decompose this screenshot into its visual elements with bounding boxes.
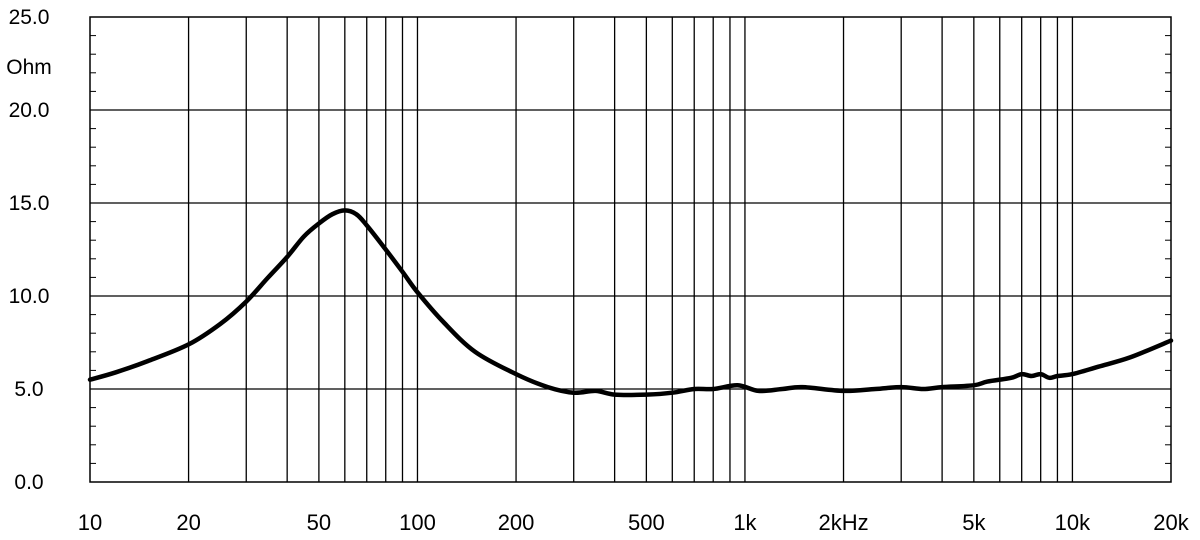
- grid: [90, 17, 1171, 482]
- y-tick-label: 20.0: [9, 99, 50, 122]
- y-tick-label: 10.0: [9, 285, 50, 308]
- x-tick-label: 10k: [1055, 510, 1091, 535]
- x-tick-labels: 10 20 50 100 200 500 1k 2kHz 5k 10k 20k: [78, 510, 1190, 535]
- x-tick-label: 10: [78, 510, 102, 535]
- minor-tick-marks: [90, 16, 1171, 483]
- x-tick-label: 20k: [1153, 510, 1189, 535]
- y-tick-label: 0.0: [14, 471, 43, 494]
- x-tick-label: 50: [307, 510, 331, 535]
- x-tick-label: 1k: [733, 510, 757, 535]
- y-tick-label: 25.0: [9, 6, 50, 29]
- impedance-curve: [87, 208, 1174, 398]
- x-tick-label: 2kHz: [818, 510, 868, 535]
- y-unit-label: Ohm: [6, 56, 52, 79]
- x-tick-label: 5k: [962, 510, 986, 535]
- y-tick-label: 5.0: [14, 378, 43, 401]
- x-tick-label: 200: [498, 510, 535, 535]
- x-tick-label: 20: [176, 510, 200, 535]
- x-tick-label: 500: [628, 510, 665, 535]
- y-tick-labels: 0.0 5.0 10.0 15.0 20.0 25.0: [9, 6, 50, 494]
- plot-frame: [89, 16, 1172, 483]
- x-tick-label: 100: [399, 510, 436, 535]
- y-tick-label: 15.0: [9, 192, 50, 215]
